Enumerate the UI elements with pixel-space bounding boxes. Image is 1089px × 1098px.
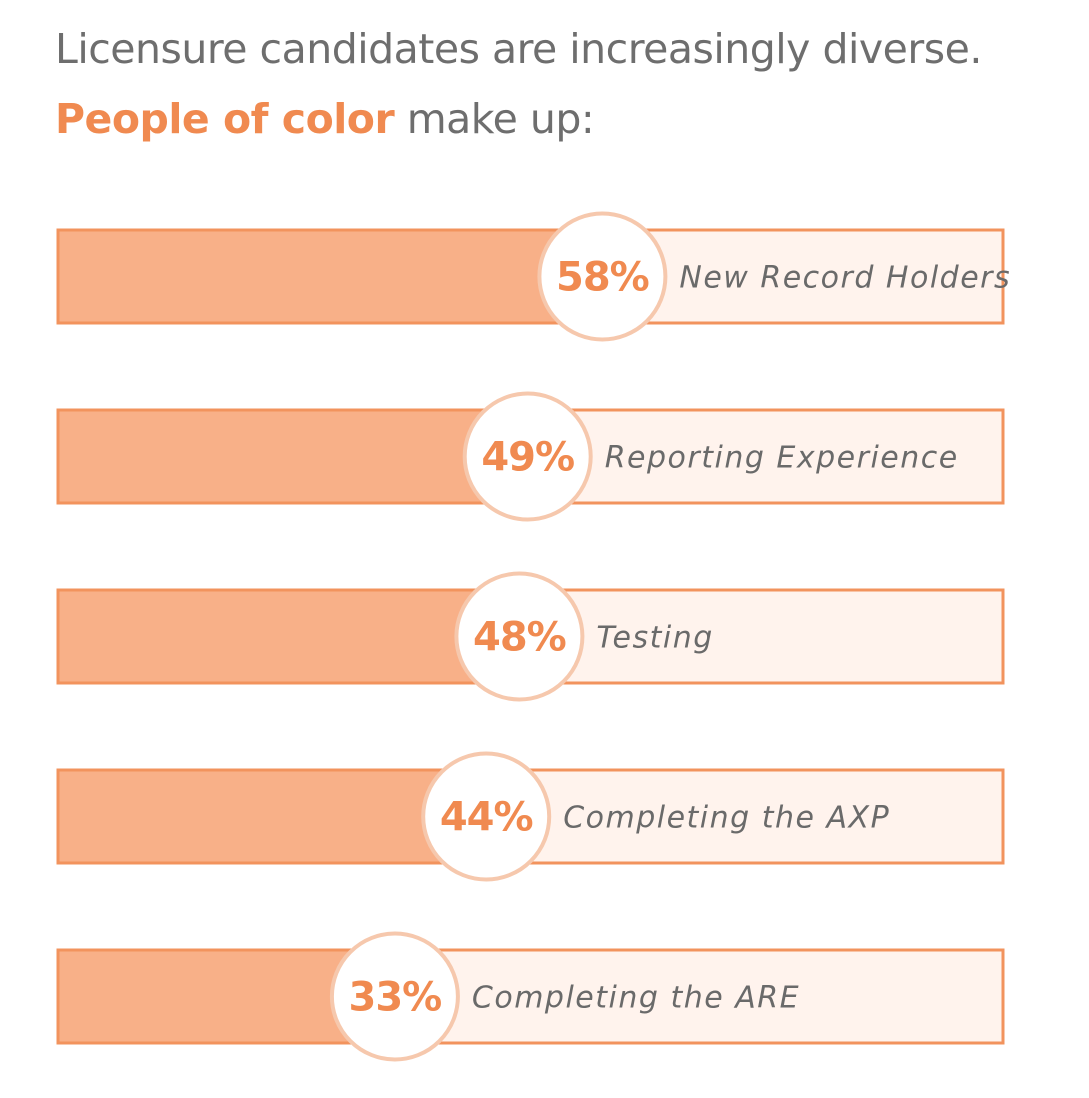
category-label: Reporting Experience <box>605 441 959 476</box>
value-label: 44% <box>440 795 533 841</box>
value-label: 33% <box>349 975 442 1021</box>
heading-line-2-rest: make up: <box>394 95 595 143</box>
bar-fill <box>56 228 604 325</box>
value-badge <box>454 571 585 702</box>
heading-accent: People of color <box>55 95 395 143</box>
category-label: New Record Holders <box>679 261 1011 296</box>
heading-line-2: People of color make up: <box>55 84 1055 154</box>
heading-line-1: Licensure candidates are increasingly di… <box>55 25 982 73</box>
value-label: 49% <box>481 435 574 481</box>
value-badge <box>421 751 552 882</box>
value-label: 48% <box>473 615 566 661</box>
value-badge <box>537 211 668 342</box>
value-badge <box>462 391 593 522</box>
category-label: Completing the ARE <box>472 981 800 1016</box>
category-label: Completing the AXP <box>563 801 890 836</box>
value-label: 58% <box>556 255 649 301</box>
value-badge <box>329 931 460 1062</box>
category-label: Testing <box>596 621 713 656</box>
chart-heading: Licensure candidates are increasingly di… <box>55 14 1055 154</box>
bar-fill <box>56 408 530 505</box>
bar-fill <box>56 588 521 685</box>
